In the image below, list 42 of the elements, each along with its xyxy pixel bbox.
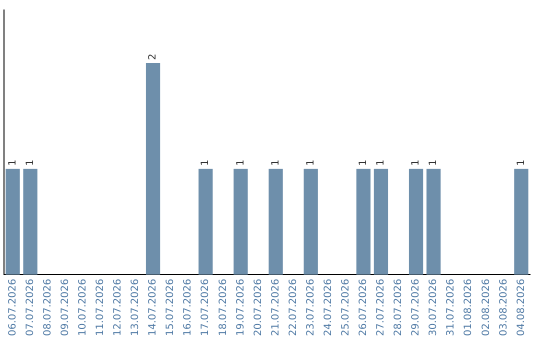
x-tick-label: 25.07.2026 xyxy=(340,278,352,336)
x-tick-label: 16.07.2026 xyxy=(182,278,194,336)
x-tick-label: 31.07.2026 xyxy=(446,278,457,336)
x-tick-label: 07.07.2026 xyxy=(24,278,36,336)
data-label: 1 xyxy=(270,159,282,166)
x-tick-label: 14.07.2026 xyxy=(148,278,159,336)
data-label: 1 xyxy=(428,159,440,166)
x-tick-label: 28.07.2026 xyxy=(393,278,404,336)
x-tick-label: 15.07.2026 xyxy=(165,278,176,336)
x-tick-label: 19.07.2026 xyxy=(235,278,246,336)
x-tick-label: 04.08.2026 xyxy=(516,278,527,336)
x-tick-label: 30.07.2026 xyxy=(428,278,440,336)
x-tick-label: 20.07.2026 xyxy=(252,278,264,336)
x-tick-label: 01.08.2026 xyxy=(463,278,474,336)
data-label: 1 xyxy=(305,159,316,166)
x-tick-label: 21.07.2026 xyxy=(270,278,282,336)
x-tick-label: 11.07.2026 xyxy=(95,278,106,336)
data-label: 1 xyxy=(7,159,18,166)
x-tick-label: 26.07.2026 xyxy=(358,278,370,336)
x-tick-label: 10.07.2026 xyxy=(77,278,88,336)
data-label: 1 xyxy=(235,159,246,166)
x-tick-label: 08.07.2026 xyxy=(42,278,54,336)
x-tick-label: 09.07.2026 xyxy=(60,278,71,336)
data-label: 1 xyxy=(24,159,36,166)
x-tick-label: 06.07.2026 xyxy=(7,278,18,336)
x-tick-label: 23.07.2026 xyxy=(305,278,316,336)
data-label: 1 xyxy=(376,159,387,166)
x-tick-label: 17.07.2026 xyxy=(200,278,212,336)
x-tick-label: 18.07.2026 xyxy=(218,278,229,336)
data-label: 1 xyxy=(200,159,212,166)
x-tick-label: 12.07.2026 xyxy=(112,278,124,336)
x-tick-label: 03.08.2026 xyxy=(498,278,510,336)
data-label: 2 xyxy=(148,54,159,60)
x-tick-label: 27.07.2026 xyxy=(376,278,387,336)
x-tick-label: 29.07.2026 xyxy=(410,278,422,336)
data-label: 1 xyxy=(410,159,422,166)
x-tick-label: 13.07.2026 xyxy=(130,278,142,336)
data-label: 1 xyxy=(358,159,370,166)
x-tick-label: 22.07.2026 xyxy=(288,278,299,336)
x-tick-label: 24.07.2026 xyxy=(322,278,334,336)
x-tick-label: 02.08.2026 xyxy=(480,278,492,336)
data-label: 1 xyxy=(516,159,527,166)
